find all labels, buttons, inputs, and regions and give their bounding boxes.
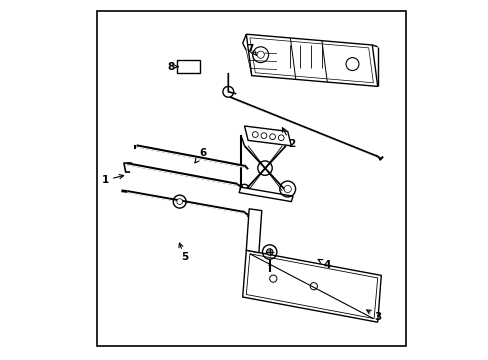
- Circle shape: [257, 51, 264, 58]
- Bar: [97, 11, 406, 346]
- Polygon shape: [239, 187, 292, 202]
- Text: 5: 5: [179, 243, 188, 262]
- Circle shape: [284, 185, 291, 193]
- Text: 4: 4: [318, 260, 330, 270]
- Polygon shape: [244, 126, 291, 146]
- FancyBboxPatch shape: [177, 60, 200, 73]
- Text: 2: 2: [282, 128, 294, 149]
- Text: 3: 3: [366, 310, 381, 322]
- Polygon shape: [242, 250, 381, 322]
- Text: 7: 7: [246, 44, 256, 55]
- Text: 8: 8: [167, 62, 178, 72]
- Polygon shape: [246, 209, 261, 253]
- Text: 1: 1: [102, 175, 123, 185]
- Circle shape: [266, 249, 272, 255]
- Text: 6: 6: [195, 148, 206, 163]
- Circle shape: [177, 199, 182, 204]
